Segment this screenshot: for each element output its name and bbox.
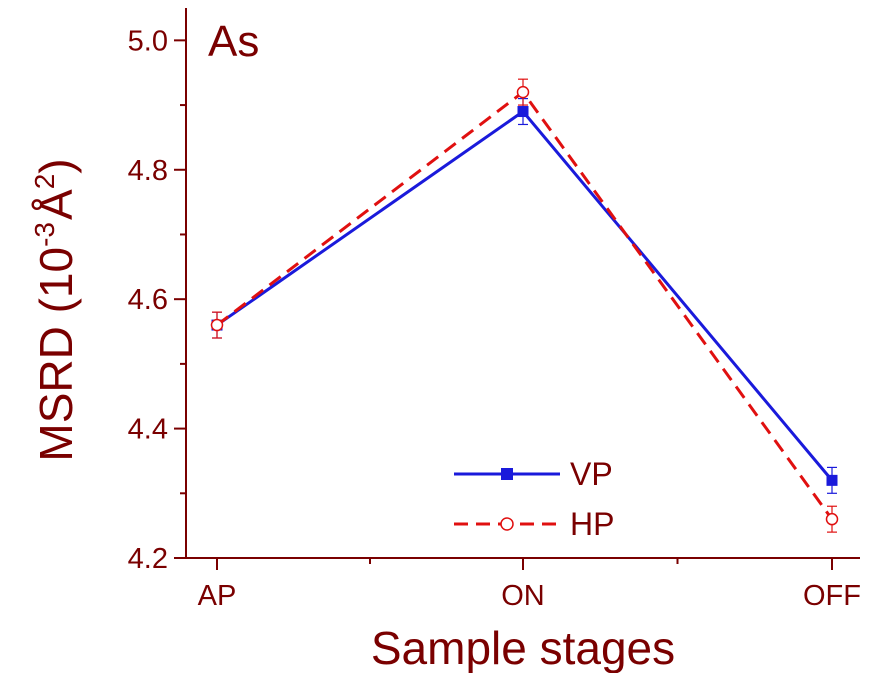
data-point-hp — [210, 318, 224, 332]
y-tick-label: 5.0 — [128, 25, 168, 57]
y-axis-title-close: ) — [30, 158, 82, 173]
panel-label: As — [208, 17, 259, 66]
legend-vp-marker — [501, 468, 513, 480]
legend: VP HP — [454, 456, 614, 542]
y-axis-title-main: MSRD (10 — [30, 247, 82, 462]
x-tick-label: OFF — [803, 580, 861, 612]
svg-text:MSRD (10-3Å2): MSRD (10-3Å2) — [29, 158, 82, 461]
y-tick-label: 4.8 — [128, 155, 168, 187]
series-line-vp — [216, 109, 834, 482]
y-tick-label: 4.6 — [128, 284, 168, 316]
x-tick-label: AP — [198, 580, 237, 612]
x-tick-label: ON — [501, 580, 545, 612]
data-point-vp — [517, 106, 529, 118]
data-point-hp — [825, 512, 839, 526]
legend-hp-marker — [500, 517, 514, 531]
series-hp — [210, 78, 839, 533]
series-line-hp — [216, 89, 834, 521]
y-tick-label: 4.2 — [128, 543, 168, 575]
y-axis-title-exp1: -3 — [29, 222, 60, 247]
y-axis-title: MSRD (10-3Å2) — [29, 158, 82, 461]
legend-hp-label: HP — [570, 506, 614, 542]
series-layer — [210, 78, 839, 533]
y-axis-ticks: 4.2 4.4 4.6 4.8 5.0 — [128, 25, 186, 575]
x-axis-ticks: AP ON OFF — [198, 558, 861, 612]
x-axis-title: Sample stages — [371, 622, 675, 673]
data-point-hp — [516, 85, 530, 99]
y-axis-title-unit: Å — [30, 189, 82, 220]
data-point-vp — [826, 474, 838, 486]
series-vp — [211, 97, 838, 494]
legend-vp-label: VP — [570, 456, 613, 492]
y-axis-title-exp2: 2 — [29, 174, 60, 190]
y-tick-label: 4.4 — [128, 414, 168, 446]
